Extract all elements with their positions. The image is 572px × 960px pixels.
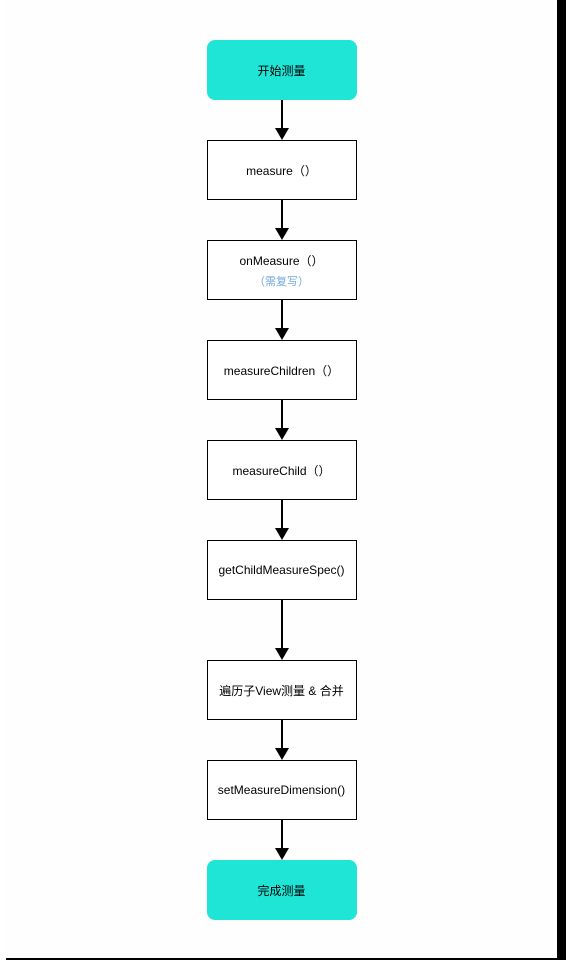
node-label: measureChild（） bbox=[232, 462, 330, 479]
node-getChildMeasureSpec: getChildMeasureSpec() bbox=[207, 540, 357, 600]
arrow-icon bbox=[275, 400, 289, 440]
arrow-icon bbox=[275, 720, 289, 760]
node-label: setMeasureDimension() bbox=[218, 783, 345, 797]
node-measureChildren: measureChildren（） bbox=[207, 340, 357, 400]
node-label: getChildMeasureSpec() bbox=[218, 563, 344, 577]
arrow-icon bbox=[275, 300, 289, 340]
node-sublabel: （需复写） bbox=[254, 273, 309, 289]
arrow-icon bbox=[275, 500, 289, 540]
diagram-page: 开始测量 measure（） onMeasure（） （需复写） measureChil… bbox=[6, 0, 566, 960]
arrow-icon bbox=[275, 820, 289, 860]
node-label: measure（） bbox=[246, 162, 317, 179]
node-traverse: 遍历子View测量 & 合并 bbox=[207, 660, 357, 720]
node-measure: measure（） bbox=[207, 140, 357, 200]
node-label: onMeasure（） bbox=[239, 252, 323, 269]
node-end: 完成测量 bbox=[207, 860, 357, 920]
flowchart: 开始测量 measure（） onMeasure（） （需复写） measureChil… bbox=[207, 40, 357, 920]
arrow-icon bbox=[275, 100, 289, 140]
node-label: 遍历子View测量 & 合并 bbox=[219, 682, 343, 699]
arrow-icon bbox=[275, 600, 289, 660]
node-label: 完成测量 bbox=[257, 882, 305, 899]
arrow-icon bbox=[275, 200, 289, 240]
node-label: measureChildren（） bbox=[224, 362, 339, 379]
node-measureChild: measureChild（） bbox=[207, 440, 357, 500]
node-setMeasureDimension: setMeasureDimension() bbox=[207, 760, 357, 820]
node-label: 开始测量 bbox=[257, 62, 305, 79]
node-onMeasure: onMeasure（） （需复写） bbox=[207, 240, 357, 300]
node-start: 开始测量 bbox=[207, 40, 357, 100]
